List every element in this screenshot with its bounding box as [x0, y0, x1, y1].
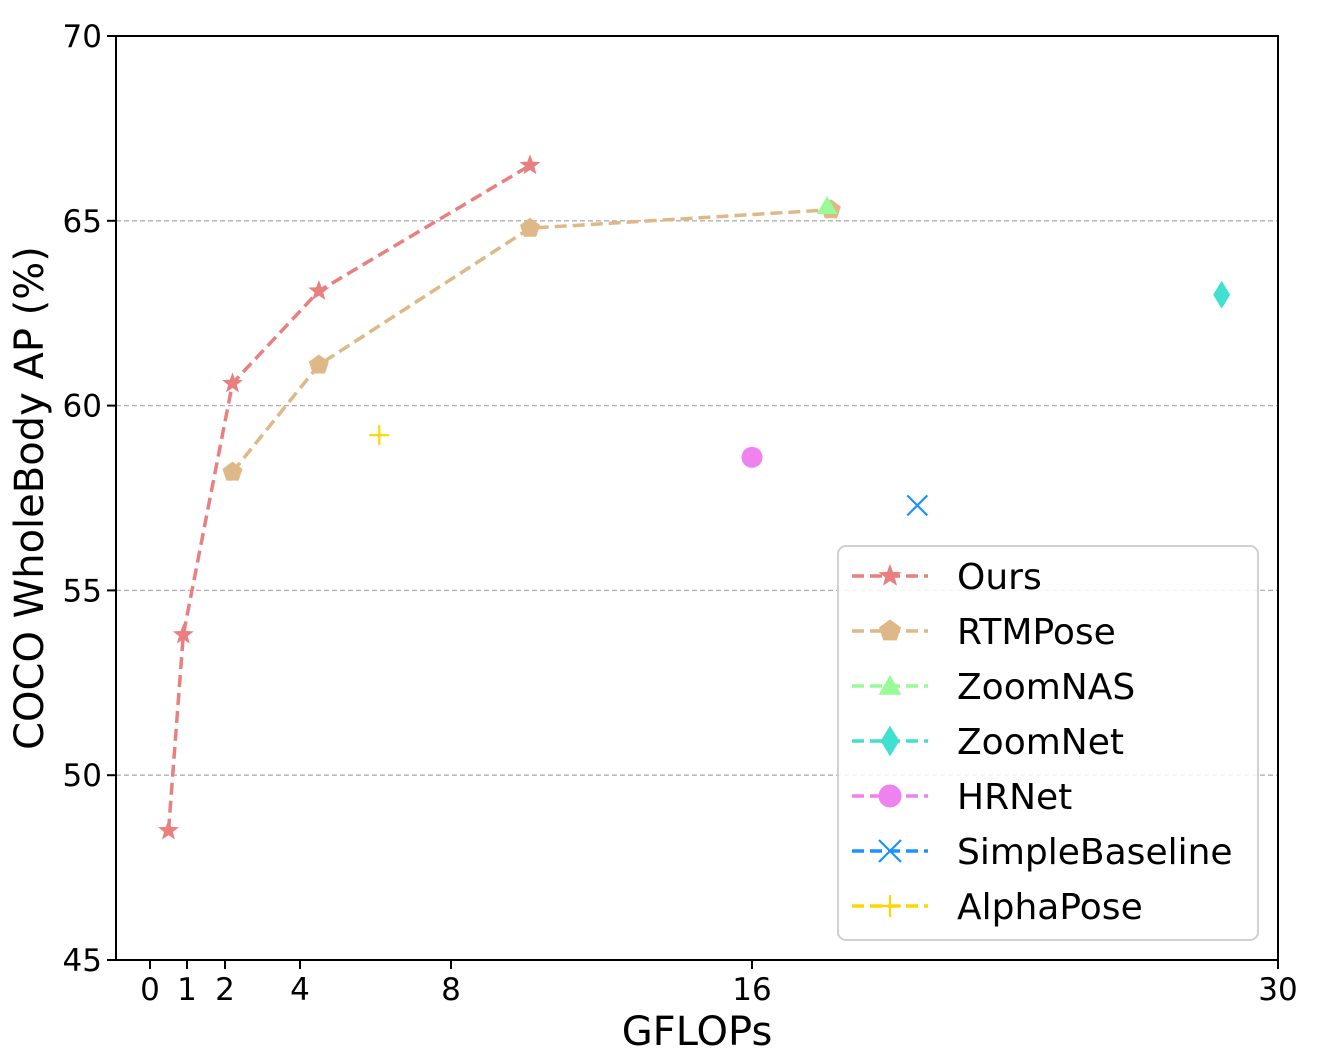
- legend-item-zoomnas: ZoomNAS: [852, 667, 1135, 708]
- y-tick-label: 65: [63, 204, 102, 240]
- legend-marker-ours: [878, 563, 902, 586]
- legend-label: SimpleBaseline: [957, 832, 1233, 873]
- legend-item-rtmpose: RTMPose: [852, 612, 1116, 653]
- data-point-rtmpose: [222, 461, 243, 481]
- x-tick-label: 0: [140, 972, 160, 1008]
- series-line-ours: [166, 163, 531, 831]
- data-point-alphapose: [369, 425, 390, 446]
- legend-marker-zoomnas: [878, 675, 902, 695]
- legend-label: ZoomNet: [957, 722, 1124, 763]
- y-tick-label: 50: [63, 758, 102, 794]
- y-tick-label: 70: [63, 19, 102, 55]
- data-point-hrnet: [741, 446, 763, 468]
- x-tick-label: 2: [215, 972, 235, 1008]
- legend-label: Ours: [957, 557, 1042, 598]
- data-point-rtmpose: [308, 354, 329, 374]
- legend-item-alphapose: AlphaPose: [852, 887, 1143, 928]
- series-alphapose: [369, 425, 390, 446]
- data-point-ours: [222, 372, 243, 393]
- x-tick-label: 16: [732, 972, 771, 1008]
- x-tick-label: 30: [1258, 972, 1297, 1008]
- x-tick-label: 4: [290, 972, 310, 1008]
- data-point-ours: [172, 623, 194, 644]
- data-point-zoomnas: [816, 196, 838, 215]
- legend-marker-hrnet: [878, 784, 902, 808]
- x-axis-label: GFLOPs: [622, 1009, 773, 1055]
- series-simplebaseline: [906, 494, 929, 517]
- data-point-ours: [519, 154, 541, 175]
- plot-frame: [115, 35, 1279, 961]
- legend-marker-rtmpose: [879, 619, 901, 641]
- series-zoomnet: [1213, 280, 1231, 309]
- series-zoomnas: [816, 196, 838, 215]
- tick-layer: 45 50 55 60 65 70 0 1 2 4 8 16 30: [63, 19, 1298, 1008]
- legend-marker-zoomnet: [880, 725, 900, 757]
- legend-label: RTMPose: [957, 612, 1116, 653]
- legend-marker-alphapose: [879, 895, 901, 917]
- data-point-simplebaseline: [906, 494, 929, 517]
- y-tick-label: 55: [63, 573, 102, 609]
- legend-item-hrnet: HRNet: [852, 777, 1072, 818]
- series-ours: [158, 154, 541, 840]
- y-axis-label: COCO WholeBody AP (%): [7, 246, 53, 750]
- data-point-ours: [308, 280, 330, 300]
- data-point-rtmpose: [520, 217, 540, 237]
- legend-item-ours: Ours: [852, 557, 1042, 598]
- legend-box: [837, 545, 1259, 941]
- x-tick-label: 1: [177, 972, 197, 1008]
- legend-label: ZoomNAS: [957, 667, 1135, 708]
- legend-label: AlphaPose: [957, 887, 1143, 928]
- x-tick-label: 8: [441, 972, 461, 1008]
- series-line-rtmpose: [231, 207, 832, 474]
- data-point-zoomnet: [1213, 280, 1231, 309]
- legend: Ours RTMPose ZoomNAS ZoomNet HRNet SimpleBase…: [837, 545, 1259, 941]
- legend-item-zoomnet: ZoomNet: [852, 722, 1124, 763]
- series-rtmpose: [222, 199, 841, 481]
- legend-label: HRNet: [957, 777, 1072, 818]
- data-point-ours: [158, 819, 179, 840]
- y-tick-label: 60: [63, 389, 102, 425]
- legend-items: Ours RTMPose ZoomNAS ZoomNet HRNet SimpleBase…: [852, 557, 1233, 928]
- series-hrnet: [741, 446, 763, 468]
- legend-marker-simplebaseline: [878, 839, 902, 863]
- y-tick-label: 45: [63, 943, 102, 979]
- legend-item-simplebaseline: SimpleBaseline: [852, 832, 1233, 873]
- series-layer: [158, 154, 1231, 840]
